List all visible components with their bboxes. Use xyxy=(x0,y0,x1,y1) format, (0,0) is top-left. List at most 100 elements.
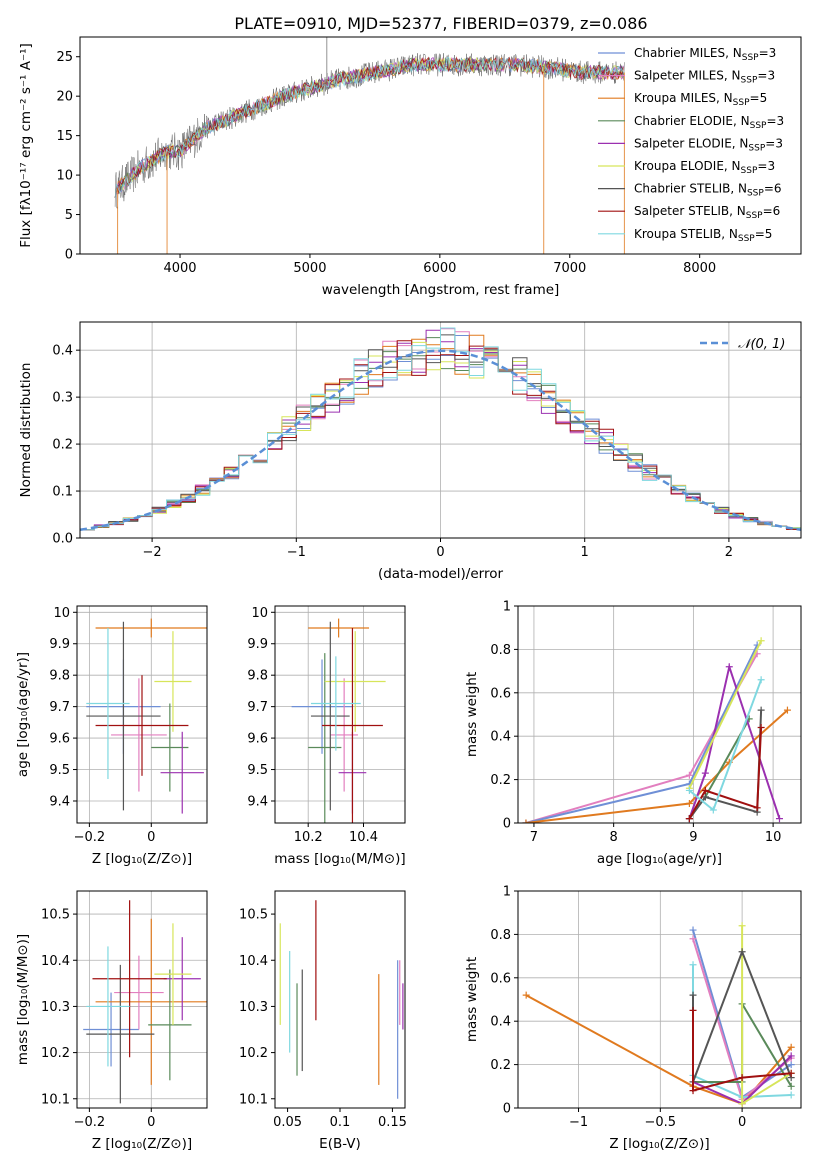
weight-marker xyxy=(787,1069,795,1077)
legend-entry: Salpeter STELIB, NSSP=6 xyxy=(634,204,780,221)
figure-title: PLATE=0910, MJD=52377, FIBERID=0379, z=0… xyxy=(234,14,647,33)
plot-area xyxy=(291,618,386,823)
weight-marker xyxy=(689,1006,697,1014)
plot-area xyxy=(80,327,801,532)
x-axis-label: wavelength [Angstrom, rest frame] xyxy=(322,282,560,298)
y-tick-label: 20 xyxy=(56,90,73,105)
y-tick-label: 10.5 xyxy=(239,908,268,923)
y-tick-label: 9.5 xyxy=(49,763,70,778)
x-tick-label: 0 xyxy=(147,830,155,845)
weight-marker xyxy=(689,1087,697,1095)
y-tick-label: 0.3 xyxy=(52,391,73,406)
y-tick-label: 10.5 xyxy=(41,908,70,923)
legend-entry: Chabrier ELODIE, NSSP=3 xyxy=(634,114,784,131)
y-tick-label: 9.6 xyxy=(247,732,268,747)
weight-marker xyxy=(787,1091,795,1099)
x-tick-label: −2 xyxy=(143,545,162,560)
panel-spectrum: 4000 5000 6000 7000 8000 0 5 10 15 20 25 wavelength… xyxy=(18,36,802,298)
weight-marker xyxy=(725,663,733,671)
y-axis-label: Flux [fλ10⁻¹⁷ erg cm⁻² s⁻¹ A⁻¹] xyxy=(18,43,34,248)
weight-marker xyxy=(775,815,783,823)
weight-line xyxy=(692,1010,792,1092)
x-tick-label: 2 xyxy=(725,545,733,560)
y-tick-label: 10.3 xyxy=(41,1000,70,1015)
axes-frame xyxy=(76,605,208,824)
plot-area xyxy=(522,922,795,1108)
axes-frame xyxy=(274,890,406,1109)
y-tick-label: 10.1 xyxy=(239,1092,268,1107)
y-axis-label: mass weight xyxy=(464,672,480,757)
spectrum-model-line xyxy=(114,57,624,198)
weight-marker xyxy=(738,922,746,930)
x-tick-label: 9 xyxy=(689,830,697,845)
x-tick-label: 7 xyxy=(530,830,538,845)
weight-marker xyxy=(701,786,709,794)
panel-age_vs_mass: 10.2 10.4 9.4 9.5 9.6 9.7 9.8 9.9 10 mass [log₁₀(… xyxy=(247,605,406,867)
weight-marker xyxy=(689,926,697,934)
y-tick-label: 0.4 xyxy=(490,730,511,745)
weight-marker xyxy=(685,786,693,794)
x-tick-label: 6000 xyxy=(423,261,456,276)
y-tick-label: 10 xyxy=(251,606,268,621)
y-tick-label: 1 xyxy=(503,600,511,615)
weight-marker xyxy=(787,1082,795,1090)
weight-marker xyxy=(753,804,761,812)
weight-marker xyxy=(685,799,693,807)
y-tick-label: 9.4 xyxy=(247,794,268,809)
x-tick-label: 8 xyxy=(610,830,618,845)
y-tick-label: 10 xyxy=(56,169,73,184)
x-tick-label: 10.2 xyxy=(294,830,323,845)
weight-line xyxy=(525,709,789,823)
weight-line xyxy=(525,994,792,1105)
y-tick-label: 0.4 xyxy=(52,344,73,359)
y-tick-label: 10.4 xyxy=(239,954,268,969)
legend-entry: Chabrier STELIB, NSSP=6 xyxy=(634,182,782,199)
weight-line xyxy=(525,653,759,823)
x-axis-label: Z [log₁₀(Z/Z⊙)] xyxy=(92,851,192,867)
y-tick-label: 0.8 xyxy=(490,928,511,943)
plot-area xyxy=(279,900,404,1099)
x-axis-label: age [log₁₀(age/yr)] xyxy=(597,851,722,867)
plot-area xyxy=(114,37,625,254)
legend-entry: Kroupa ELODIE, NSSP=3 xyxy=(634,159,775,176)
x-tick-label: 0.15 xyxy=(378,1115,407,1130)
weight-marker xyxy=(709,806,717,814)
y-tick-label: 10.4 xyxy=(41,954,70,969)
x-tick-label: −0.5 xyxy=(645,1115,677,1130)
x-tick-label: 0.1 xyxy=(330,1115,351,1130)
legend-entry: Chabrier MILES, NSSP=3 xyxy=(634,46,776,63)
gaussian-legend-label: 𝒩(0, 1) xyxy=(738,337,785,352)
y-tick-label: 9.7 xyxy=(49,700,70,715)
y-tick-label: 10.1 xyxy=(41,1092,70,1107)
x-tick-label: 0 xyxy=(436,545,444,560)
weight-line xyxy=(688,640,762,789)
weight-marker xyxy=(689,991,697,999)
weight-marker xyxy=(701,769,709,777)
y-tick-label: 9.5 xyxy=(247,763,268,778)
axes-frame xyxy=(79,36,802,255)
axes-frame xyxy=(76,890,208,1109)
y-tick-label: 0 xyxy=(503,817,511,832)
x-tick-label: 8000 xyxy=(683,261,716,276)
legend-entry: Kroupa MILES, NSSP=5 xyxy=(634,91,767,108)
y-tick-label: 0.6 xyxy=(490,971,511,986)
x-axis-label: mass [log₁₀(M/M⊙)] xyxy=(274,851,405,867)
y-tick-label: 0.2 xyxy=(52,438,73,453)
spectrum-model-line xyxy=(114,56,624,198)
plot-area xyxy=(86,618,207,814)
legend-entry: Kroupa STELIB, NSSP=5 xyxy=(634,227,772,244)
axes-frame xyxy=(274,605,406,824)
x-axis-label: E(B-V) xyxy=(319,1136,361,1152)
weight-marker xyxy=(738,1074,746,1082)
y-tick-label: 9.4 xyxy=(49,794,70,809)
y-tick-label: 0.8 xyxy=(490,643,511,658)
y-tick-label: 9.9 xyxy=(49,637,70,652)
weight-marker xyxy=(685,771,693,779)
residual-histogram xyxy=(80,340,801,531)
y-tick-label: 9.9 xyxy=(247,637,268,652)
weight-marker xyxy=(701,793,709,801)
x-axis-label: Z [log₁₀(Z/Z⊙)] xyxy=(92,1136,192,1152)
legend-entry: Salpeter ELODIE, NSSP=3 xyxy=(634,136,783,153)
panel-mass_vs_ebv: 0.05 0.1 0.15 10.1 10.2 10.3 10.4 10.5 E(B-V) xyxy=(239,890,407,1152)
